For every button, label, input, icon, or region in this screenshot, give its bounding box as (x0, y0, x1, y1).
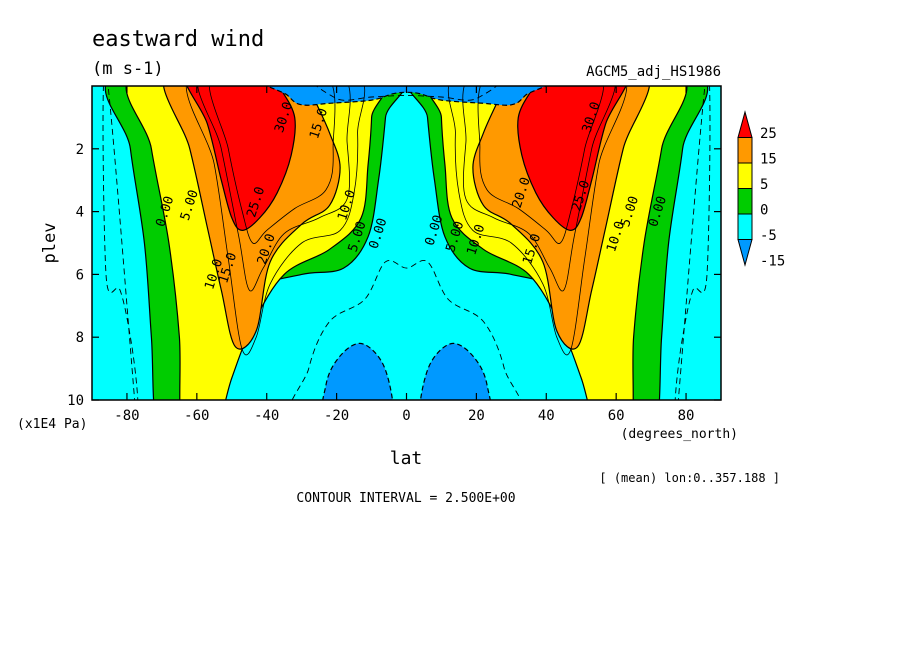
contour-line-left-2 (209, 86, 336, 244)
x-tick-label: -60 (184, 408, 209, 424)
contour-line-left-0 (185, 86, 366, 356)
colorbar-segment (737, 213, 753, 240)
chart-title: eastward wind (92, 27, 264, 52)
x-tick-label: 40 (538, 408, 555, 424)
colorbar-label: 25 (760, 126, 777, 142)
x-tick-label: -40 (254, 408, 279, 424)
x-axis-units: (degrees_north) (621, 427, 738, 442)
y-tick-label: 10 (67, 393, 84, 409)
negative-contour-line-right-0 (674, 86, 711, 400)
contour-line-left-1 (197, 86, 351, 292)
x-tick-label: 80 (678, 408, 695, 424)
x-tick-label: 60 (608, 408, 625, 424)
filled-contour-red-right (517, 86, 627, 232)
colorbar-segment (737, 162, 753, 189)
x-tick-label: 20 (468, 408, 485, 424)
dataset-label: AGCM5_adj_HS1986 (586, 64, 721, 80)
y-tick-label: 4 (76, 205, 84, 221)
filled-contour-blue-right-0 (419, 342, 491, 400)
x-tick-label: -80 (114, 408, 139, 424)
contour-line-right-0 (447, 86, 628, 356)
negative-contour-line-left-0 (102, 86, 139, 400)
contour-lines (102, 86, 711, 400)
colorbar-label: 15 (760, 152, 777, 168)
contour-interval: CONTOUR INTERVAL = 2.500E+00 (296, 491, 515, 506)
averaging-note: [ (mean) lon:0..357.188 ] (599, 471, 780, 485)
y-tick-label: 6 (76, 267, 84, 283)
contour-line-right-1 (462, 86, 616, 292)
y-axis: 2 4 6 8 10 (67, 142, 721, 409)
x-axis: -80 -60 -40 -20 0 20 40 60 80 (114, 86, 694, 424)
y-tick-label: 2 (76, 142, 84, 158)
x-tick-label: 0 (402, 408, 410, 424)
colorbar-segment (737, 137, 753, 164)
colorbar-label: 0 (760, 203, 768, 219)
colorbar-label: -5 (760, 228, 777, 244)
contour-line-right-2 (477, 86, 604, 244)
x-axis-label: lat (390, 448, 423, 469)
filled-contour-blue-left-0 (322, 342, 394, 400)
colorbar: 25 15 5 0 -5 -15 (737, 110, 785, 270)
x-tick-label: -20 (324, 408, 349, 424)
chart-units: (m s-1) (92, 59, 164, 79)
y-axis-units: (x1E4 Pa) (17, 417, 87, 432)
colorbar-segment (737, 110, 753, 138)
negative-contour-line-center-2 (315, 86, 498, 101)
y-tick-label: 8 (76, 330, 84, 346)
colorbar-label: 5 (760, 177, 768, 193)
filled-contour-red-left (186, 86, 296, 232)
colorbar-segment (737, 239, 753, 267)
y-axis-label: plev (40, 223, 60, 264)
colorbar-label: -15 (760, 254, 785, 270)
plot-area: 30.0 15.025.020.015.010.010.05.000.005.00… (92, 86, 721, 400)
colorbar-segment (737, 188, 753, 215)
